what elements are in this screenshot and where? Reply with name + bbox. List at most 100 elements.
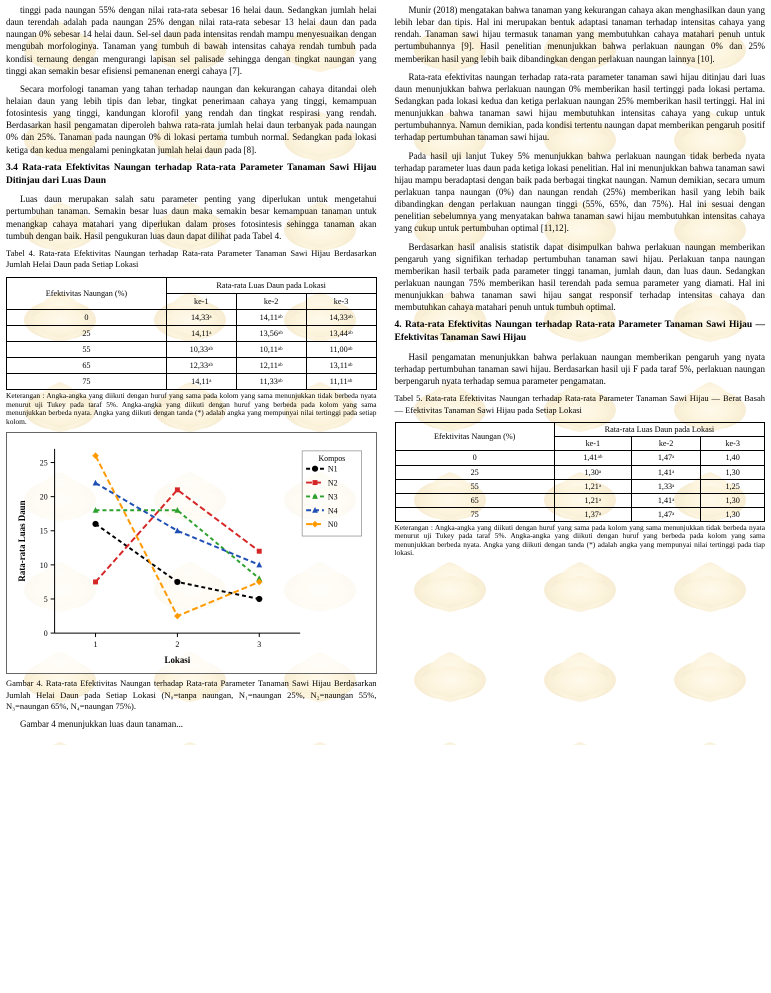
svg-text:Kompos: Kompos <box>318 454 345 463</box>
table-header: ke-2 <box>236 293 306 309</box>
table-cell: 12,11ᵃᵇ <box>236 358 306 374</box>
table-cell: 1,30ᵃ <box>554 465 631 479</box>
section-heading: 3.4 Rata-rata Efektivitas Naungan terhad… <box>6 162 377 188</box>
svg-text:N0: N0 <box>328 520 338 529</box>
table-row: 5510,33ᵃᵇ10,11ᵃᵇ11,00ᵃᵇ <box>7 342 377 358</box>
svg-text:15: 15 <box>40 527 48 536</box>
table-cell: 65 <box>7 358 167 374</box>
svg-text:1: 1 <box>94 640 98 649</box>
table-cell: 25 <box>7 326 167 342</box>
table-header: ke-1 <box>554 437 631 451</box>
table-4: Efektivitas Naungan (%) Rata-rata Luas D… <box>6 277 377 390</box>
table-row: 751,37ᵃ1,47ᵃ1,30 <box>395 507 765 521</box>
table-header: ke-3 <box>306 293 376 309</box>
table-cell: 1,41ᵃ <box>631 493 701 507</box>
table-header: Rata-rata Luas Daun pada Lokasi <box>166 277 376 293</box>
table-header: Rata-rata Luas Daun pada Lokasi <box>554 423 764 437</box>
table-cell: 1,30 <box>701 507 765 521</box>
svg-text:2: 2 <box>175 640 179 649</box>
table-cell: 0 <box>395 451 554 465</box>
paragraph: Secara morfologi tanaman yang tahan terh… <box>6 83 377 156</box>
svg-text:N3: N3 <box>328 493 338 502</box>
table-cell: 55 <box>395 479 554 493</box>
table-5: Efektivitas Naungan (%) Rata-rata Luas D… <box>395 422 766 521</box>
table-caption: Tabel 4. Rata-rata Efektivitas Naungan t… <box>6 248 377 271</box>
table-cell: 1,21ᵃ <box>554 493 631 507</box>
table-note: Keterangan : Angka-angka yang diikuti de… <box>6 392 377 426</box>
table-cell: 1,47ᵃ <box>631 507 701 521</box>
table-cell: 13,11ᵃᵇ <box>306 358 376 374</box>
svg-text:10: 10 <box>40 561 48 570</box>
paragraph: Hasil pengamatan menunjukkan bahwa perla… <box>395 351 766 387</box>
paragraph: Munir (2018) mengatakan bahwa tanaman ya… <box>395 4 766 65</box>
svg-text:3: 3 <box>257 640 261 649</box>
svg-text:Lokasi: Lokasi <box>165 655 191 665</box>
table-cell: 14,33ᵃᵇ <box>306 309 376 325</box>
table-cell: 75 <box>7 374 167 390</box>
left-column: tinggi pada naungan 55% dengan nilai rat… <box>6 4 377 737</box>
paragraph: Pada hasil uji lanjut Tukey 5% menunjukk… <box>395 150 766 235</box>
table-cell: 25 <box>395 465 554 479</box>
table-cell: 13,44ᵃᵇ <box>306 326 376 342</box>
line-chart: 0 5 10 15 20 25 1 2 3 Lokasi Rata-rata Luas Daun Ko… <box>13 439 370 667</box>
table-cell: 1,33ᵃ <box>631 479 701 493</box>
table-note: Keterangan : Angka-angka yang diikuti de… <box>395 524 766 558</box>
table-cell: 14,33ᵃ <box>166 309 236 325</box>
table-row: 6512,33ᵃᵇ12,11ᵃᵇ13,11ᵃᵇ <box>7 358 377 374</box>
paragraph: Rata-rata efektivitas naungan terhadap r… <box>395 71 766 144</box>
table-cell: 1,21ᵃ <box>554 479 631 493</box>
table-row: 2514,11ᵃ13,56ᵃᵇ13,44ᵃᵇ <box>7 326 377 342</box>
table-cell: 1,30 <box>701 493 765 507</box>
table-header: ke-2 <box>631 437 701 451</box>
table-cell: 13,56ᵃᵇ <box>236 326 306 342</box>
svg-text:0: 0 <box>44 629 48 638</box>
table-header: Efektivitas Naungan (%) <box>395 423 554 451</box>
section-heading: 4. Rata-rata Efektivitas Naungan terhada… <box>395 319 766 345</box>
table-row: 251,30ᵃ1,41ᵃ1,30 <box>395 465 765 479</box>
paragraph: Gambar 4 menunjukkan luas daun tanaman..… <box>6 718 377 730</box>
table-cell: 1,41ᵃᵇ <box>554 451 631 465</box>
table-cell: 1,25 <box>701 479 765 493</box>
chart-container: 0 5 10 15 20 25 1 2 3 Lokasi Rata-rata Luas Daun Ko… <box>6 432 377 674</box>
table-header: ke-1 <box>166 293 236 309</box>
table-cell: 14,11ᵃ <box>166 374 236 390</box>
table-cell: 11,33ᵃᵇ <box>236 374 306 390</box>
table-cell: 1,41ᵃ <box>631 465 701 479</box>
table-row: 551,21ᵃ1,33ᵃ1,25 <box>395 479 765 493</box>
svg-text:N4: N4 <box>328 507 338 516</box>
figure-caption: Gambar 4. Rata-rata Efektivitas Naungan … <box>6 678 377 712</box>
table-cell: 12,33ᵃᵇ <box>166 358 236 374</box>
paragraph: Berdasarkan hasil analisis statistik dap… <box>395 241 766 314</box>
table-cell: 14,11ᵃ <box>166 326 236 342</box>
paragraph: Luas daun merupakan salah satu parameter… <box>6 193 377 242</box>
table-cell: 55 <box>7 342 167 358</box>
table-caption: Tabel 5. Rata-rata Efektivitas Naungan t… <box>395 393 766 416</box>
svg-text:5: 5 <box>44 595 48 604</box>
svg-text:N1: N1 <box>328 465 338 474</box>
table-cell: 1,37ᵃ <box>554 507 631 521</box>
svg-text:Rata-rata Luas Daun: Rata-rata Luas Daun <box>17 501 27 582</box>
table-cell: 11,00ᵃᵇ <box>306 342 376 358</box>
table-cell: 0 <box>7 309 167 325</box>
svg-text:N2: N2 <box>328 479 338 488</box>
svg-text:20: 20 <box>40 493 48 502</box>
table-row: 7514,11ᵃ11,33ᵃᵇ11,11ᵃᵇ <box>7 374 377 390</box>
svg-text:25: 25 <box>40 459 48 468</box>
table-header: Efektivitas Naungan (%) <box>7 277 167 309</box>
table-header: ke-3 <box>701 437 765 451</box>
table-cell: 1,30 <box>701 465 765 479</box>
table-cell: 1,47ᵃ <box>631 451 701 465</box>
table-row: 651,21ᵃ1,41ᵃ1,30 <box>395 493 765 507</box>
table-cell: 14,11ᵃᵇ <box>236 309 306 325</box>
right-column: Munir (2018) mengatakan bahwa tanaman ya… <box>395 4 766 737</box>
table-cell: 10,11ᵃᵇ <box>236 342 306 358</box>
table-cell: 11,11ᵃᵇ <box>306 374 376 390</box>
table-cell: 75 <box>395 507 554 521</box>
table-cell: 1,40 <box>701 451 765 465</box>
table-row: 01,41ᵃᵇ1,47ᵃ1,40 <box>395 451 765 465</box>
two-column-layout: tinggi pada naungan 55% dengan nilai rat… <box>0 0 771 745</box>
paragraph: tinggi pada naungan 55% dengan nilai rat… <box>6 4 377 77</box>
table-cell: 10,33ᵃᵇ <box>166 342 236 358</box>
table-cell: 65 <box>395 493 554 507</box>
table-row: 014,33ᵃ14,11ᵃᵇ14,33ᵃᵇ <box>7 309 377 325</box>
